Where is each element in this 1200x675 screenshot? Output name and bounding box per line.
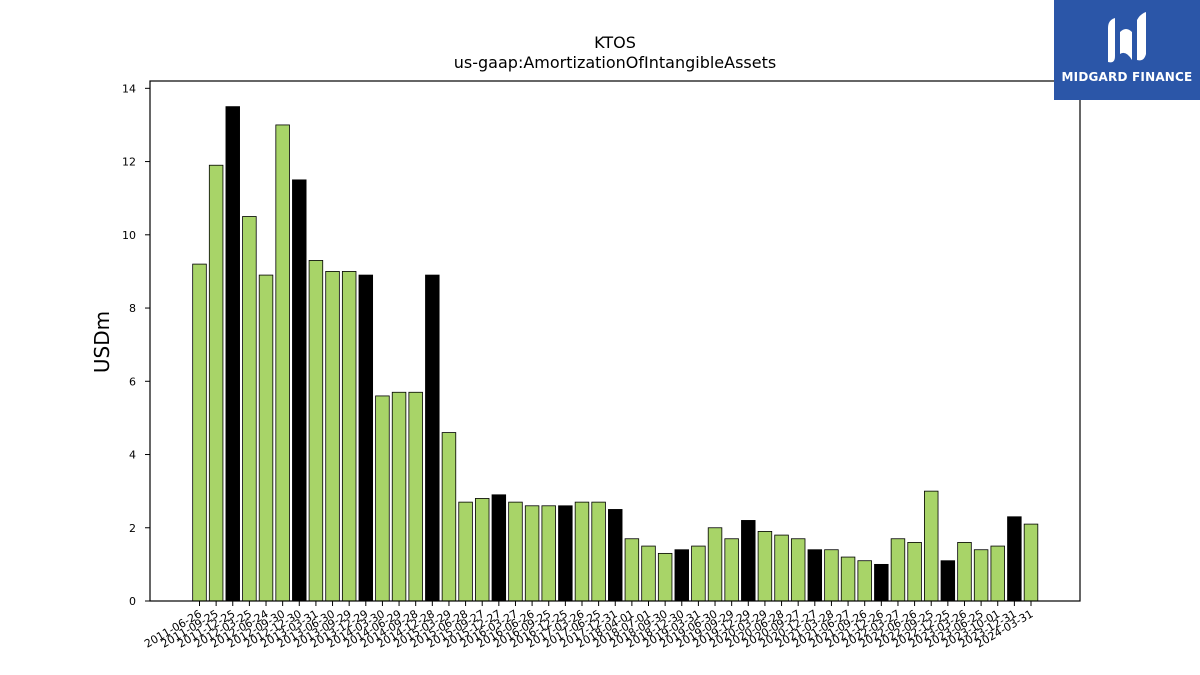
y-tick-label: 0 [129, 595, 136, 608]
bar-2015-09-27 [474, 498, 490, 602]
bar-2014-06-29 [391, 391, 407, 602]
bar-2016-03-27 [508, 501, 523, 602]
y-tick-label: 4 [129, 449, 136, 462]
bar-2021-03-28 [824, 549, 839, 602]
bar-2012-03-25 [242, 216, 257, 602]
y-tick-label: 10 [122, 229, 136, 242]
bar-2019-09-29 [724, 538, 739, 602]
bar-2011-09-25 [208, 164, 224, 602]
bar-2018-09-30 [657, 552, 673, 602]
bar-2022-06-26 [907, 542, 922, 602]
bar-2023-06-25 [973, 549, 989, 602]
bar-2023-12-31 [1007, 516, 1022, 602]
bar-2022-12-25 [940, 560, 956, 602]
plot-frame [149, 80, 1081, 602]
brand-name: MIDGARD FINANCE [1061, 70, 1193, 84]
bar-2021-09-26 [857, 560, 872, 602]
bar-2018-12-30 [674, 549, 689, 602]
y-axis-label: USDm [90, 311, 114, 373]
bar-2022-09-25 [924, 490, 939, 602]
bar-2023-03-26 [957, 542, 972, 602]
y-axis-ticks: 0 2 4 6 8 10 12 14 [122, 82, 150, 608]
bar-2012-06-24 [258, 274, 274, 602]
bar-2015-03-29 [441, 432, 457, 602]
bar-2017-12-31 [608, 509, 623, 602]
bar-2013-12-29 [358, 274, 374, 602]
bar-2016-12-25 [558, 505, 573, 602]
brand-logo: MIDGARD FINANCE [1054, 0, 1200, 100]
bar-2015-06-28 [458, 501, 473, 602]
bar-2014-12-28 [425, 274, 440, 602]
bar-2019-12-29 [741, 520, 756, 602]
y-tick-label: 14 [122, 82, 136, 95]
bar-2019-03-31 [691, 545, 706, 602]
bar-2014-09-28 [408, 391, 423, 602]
bar-2018-07-01 [641, 545, 656, 602]
bar-2013-06-30 [325, 271, 340, 602]
bar-2012-09-30 [275, 124, 290, 602]
bar-2013-03-31 [308, 260, 324, 602]
bar-2011-06-26 [192, 263, 207, 602]
y-tick-label: 8 [129, 302, 136, 315]
x-axis-ticks: 2011-06-262011-09-252011-12-252012-03-25… [142, 601, 1036, 651]
midgard-logo-icon [1108, 12, 1146, 63]
bar-2014-03-30 [375, 395, 390, 602]
chart-title: KTOS [594, 33, 636, 52]
bar-2020-03-29 [757, 531, 773, 602]
bar-2020-09-27 [790, 538, 806, 602]
chart-subtitle: us-gaap:AmortizationOfIntangibleAssets [454, 53, 776, 72]
bar-2018-04-01 [624, 538, 640, 602]
bar-2023-10-01 [990, 545, 1005, 602]
bar-2020-06-28 [774, 534, 789, 602]
bar-2019-06-30 [707, 527, 723, 602]
bar-2024-03-31 [1023, 523, 1039, 602]
bar-2017-03-26 [574, 501, 590, 602]
bar-2013-09-29 [341, 271, 357, 602]
bar-2022-03-27 [890, 538, 906, 602]
y-tick-label: 2 [129, 522, 136, 535]
bar-2021-12-26 [874, 563, 889, 602]
bar-2015-12-27 [491, 494, 507, 602]
bar-2021-06-27 [840, 556, 856, 602]
y-tick-label: 6 [129, 375, 136, 388]
bar-2020-12-27 [807, 549, 823, 602]
bar-2012-12-30 [292, 179, 307, 602]
bar-2016-09-25 [541, 505, 556, 602]
bar-2011-12-25 [225, 106, 240, 602]
bar-2017-06-25 [591, 501, 606, 602]
y-tick-label: 12 [122, 156, 136, 169]
bars-group [192, 106, 1039, 602]
bar-2016-06-26 [524, 505, 540, 602]
